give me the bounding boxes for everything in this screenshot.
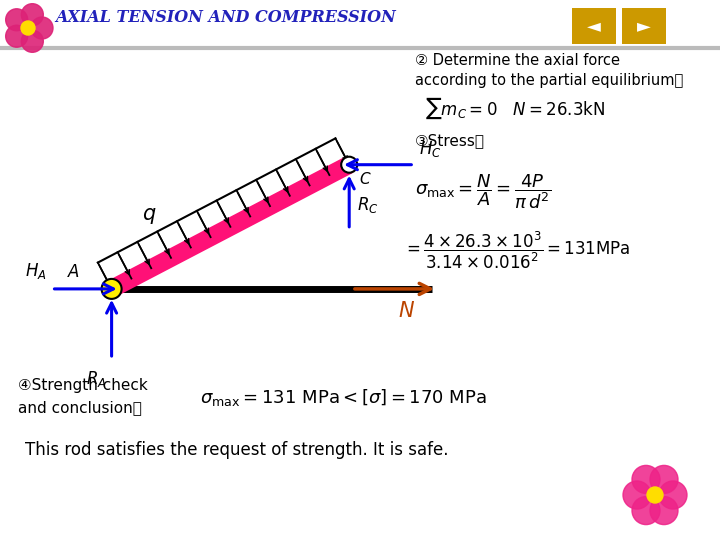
Circle shape xyxy=(6,25,27,47)
Circle shape xyxy=(632,465,660,494)
Circle shape xyxy=(21,21,35,35)
Circle shape xyxy=(650,465,678,494)
Text: ③Stress：: ③Stress： xyxy=(415,133,485,148)
Circle shape xyxy=(22,4,43,26)
Text: ◄: ◄ xyxy=(587,17,601,35)
Circle shape xyxy=(22,30,43,52)
Circle shape xyxy=(31,17,53,39)
Text: This rod satisfies the request of strength. It is safe.: This rod satisfies the request of streng… xyxy=(25,441,449,459)
FancyBboxPatch shape xyxy=(622,8,666,44)
Text: $C$: $C$ xyxy=(359,171,372,187)
Text: $\sigma_{\max} = 131\ \mathrm{MPa} < [\sigma] = 170\ \mathrm{MPa}$: $\sigma_{\max} = 131\ \mathrm{MPa} < [\s… xyxy=(200,387,487,408)
Text: according to the partial equilibrium：: according to the partial equilibrium： xyxy=(415,73,683,88)
Text: and conclusion：: and conclusion： xyxy=(18,400,142,415)
Circle shape xyxy=(659,481,687,509)
Circle shape xyxy=(6,9,27,31)
Text: $H_C$: $H_C$ xyxy=(419,139,442,159)
Circle shape xyxy=(632,497,660,524)
Text: $R_C$: $R_C$ xyxy=(357,195,379,215)
Text: ② Determine the axial force: ② Determine the axial force xyxy=(415,53,620,68)
Text: $= \dfrac{4 \times 26.3 \times 10^3}{3.14 \times 0.016^2} = 131\mathrm{MPa}$: $= \dfrac{4 \times 26.3 \times 10^3}{3.1… xyxy=(403,230,630,271)
Text: $\sum m_C = 0 \quad N = 26.3\mathrm{kN}$: $\sum m_C = 0 \quad N = 26.3\mathrm{kN}$ xyxy=(425,96,605,121)
Text: AXIAL TENSION AND COMPRESSION: AXIAL TENSION AND COMPRESSION xyxy=(55,9,396,26)
Text: ④Strength check: ④Strength check xyxy=(18,378,148,393)
Circle shape xyxy=(650,497,678,524)
Text: $\sigma_{\max} = \dfrac{N}{A} = \dfrac{4P}{\pi\, d^2}$: $\sigma_{\max} = \dfrac{N}{A} = \dfrac{4… xyxy=(415,172,552,211)
Text: $N$: $N$ xyxy=(398,301,415,321)
Circle shape xyxy=(647,487,663,503)
FancyBboxPatch shape xyxy=(572,8,616,44)
Text: $A$: $A$ xyxy=(67,263,80,281)
Text: $q$: $q$ xyxy=(142,206,156,226)
Text: $R_A$: $R_A$ xyxy=(86,369,107,389)
Circle shape xyxy=(102,279,122,299)
Text: ►: ► xyxy=(637,17,651,35)
Text: $H_A$: $H_A$ xyxy=(25,261,47,281)
Circle shape xyxy=(341,157,357,173)
Circle shape xyxy=(623,481,651,509)
